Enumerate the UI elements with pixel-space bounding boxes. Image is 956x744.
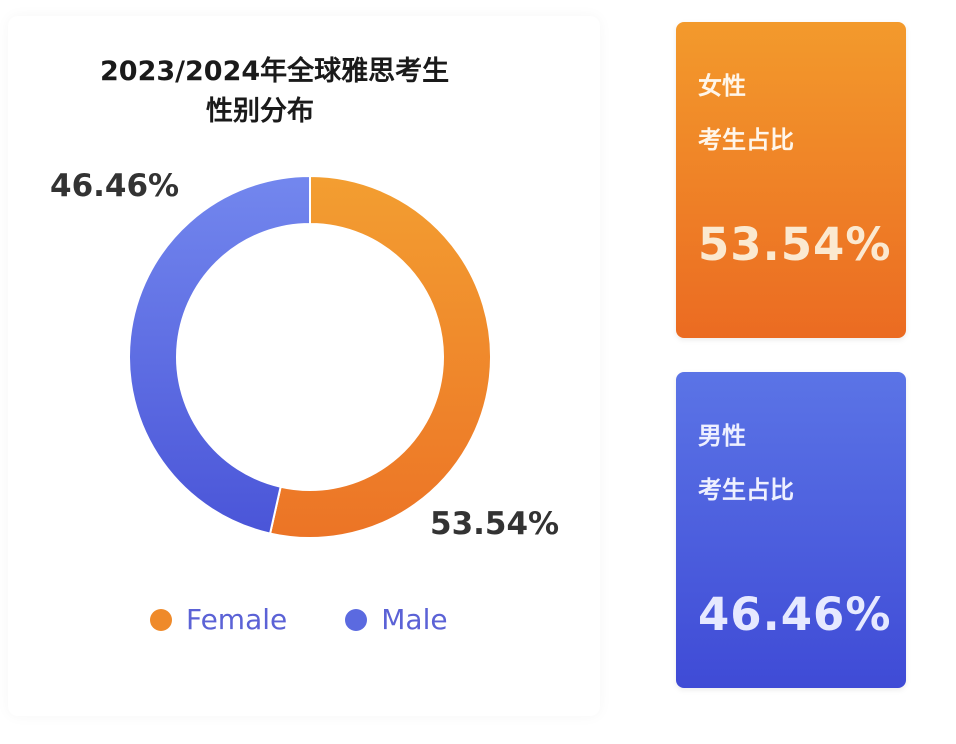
chart-title: 2023/2024年全球雅思考生 性别分布 [100,52,450,132]
legend-item-male[interactable]: Male [345,603,448,636]
chart-title-line-2: 性别分布 [206,96,314,127]
male-share-card: 男性 考生占比 46.46% [676,372,906,688]
donut-slice-male[interactable] [128,174,311,535]
male-card-title: 男性 [698,422,746,450]
legend-dot-male [345,608,368,631]
chart-title-line-1: 2023/2024年全球雅思考生 [100,56,450,87]
slice-label-female: 53.54% [430,506,560,542]
female-card-subtitle: 考生占比 [698,126,794,154]
female-card-title: 女性 [698,72,746,100]
male-card-value: 46.46% [698,588,892,641]
female-share-card: 女性 考生占比 53.54% [676,22,906,338]
legend-item-female[interactable]: Female [150,603,287,636]
chart-panel [8,16,600,716]
donut-slice-female[interactable] [268,174,492,539]
legend: Female Male [150,603,506,636]
legend-dot-female [150,608,172,631]
male-card-subtitle: 考生占比 [698,476,794,504]
slice-label-male: 46.46% [50,168,180,204]
legend-label-female: Female [186,603,288,636]
legend-label-male: Male [381,603,448,636]
female-card-value: 53.54% [698,218,892,271]
